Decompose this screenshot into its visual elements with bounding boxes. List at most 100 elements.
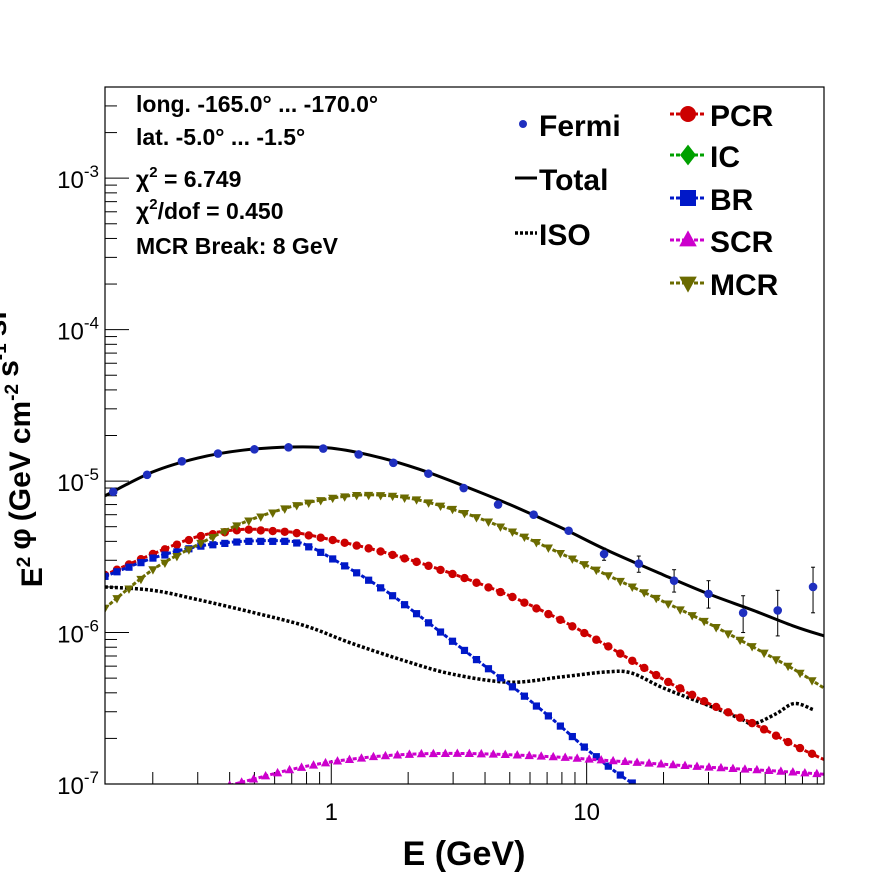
series-marker-br [568,732,576,741]
y-label-part: s [0,360,25,377]
series-scr [227,748,824,784]
series-marker-mcr [639,589,649,598]
series-marker-br [484,665,493,673]
series-marker-mcr [160,559,170,568]
legend-label: ISO [539,219,591,252]
series-marker-mcr [328,494,338,504]
legend: Fermi Total ISO PCR IC BR SCR MCR [515,100,779,302]
series-marker-scr [452,748,462,757]
y-tick-base: 10 [57,470,84,497]
fermi-point [424,469,433,478]
series-marker-pcr [424,561,433,571]
series-marker-mcr [196,539,206,549]
series-marker-scr [800,767,810,777]
y-tick-label: 10-7 [57,768,99,800]
series-marker-pcr [304,531,313,540]
series-marker-br [221,539,229,548]
series-marker-pcr [723,708,733,717]
series-marker-mcr [364,491,374,501]
series-marker-mcr [459,509,470,519]
series-pcr [105,525,824,761]
series-marker-mcr [699,617,709,627]
legend-symbol [680,144,696,166]
legend-entry-br: BR [670,184,754,217]
series-marker-mcr [483,518,494,527]
legend-entry-pcr: PCR [670,100,774,133]
series-marker-br [209,541,217,549]
series-marker-pcr [664,677,673,687]
series-marker-br [628,779,636,784]
series-marker-pcr [196,531,206,541]
series-marker-scr [284,764,295,774]
annotation-sup: 2 [149,196,157,213]
series-marker-mcr [567,555,577,564]
series-marker-br [161,551,169,559]
series-marker-pcr [795,743,805,753]
series-marker-br [508,683,517,691]
x-tick-label: 1 [325,799,338,826]
series-marker-pcr [532,604,541,613]
fermi-point [493,500,503,509]
annotation-line: χ2/dof = 0.450 [136,196,284,224]
series-marker-pcr [412,557,421,567]
series-marker-mcr [615,577,625,587]
legend-entry-total: Total [515,164,608,197]
series-marker-mcr [220,528,230,537]
y-label-part: E [16,567,49,587]
legend-symbol [680,190,696,206]
fermi-point [142,470,152,480]
legend-entry-mcr: MCR [670,269,779,302]
series-marker-pcr [699,696,709,706]
series-marker-br [233,538,241,546]
y-tick-label: 10-4 [57,314,99,346]
series-marker-br [149,554,157,562]
series-marker-scr [584,754,594,763]
y-tick-exp: -3 [84,162,99,181]
series-marker-mcr [136,575,146,585]
series-marker-pcr [616,649,625,658]
series-marker-scr [680,760,690,770]
legend-label: MCR [710,269,779,302]
series-marker-pcr [580,628,589,638]
y-tick-base: 10 [57,773,84,800]
series-marker-mcr [232,522,242,531]
series-marker-pcr [376,547,385,556]
y-tick-exp: -7 [84,768,99,787]
y-axis-label: E2φ(GeVcm-2s-1sr-1) [0,308,49,588]
series-marker-scr [248,774,259,783]
series-marker-pcr [652,670,661,680]
y-tick-label: 10-5 [57,465,99,497]
series-line-scr [229,751,824,784]
series-marker-mcr [316,497,326,506]
series-layer [105,445,824,784]
series-marker-pcr [735,713,745,722]
series-marker-mcr [651,594,661,604]
y-label-part: cm [4,401,37,444]
series-marker-pcr [508,592,517,602]
series-marker-pcr [759,725,769,734]
y-label-sup: -2 [2,384,23,401]
series-marker-scr [440,748,450,758]
series-marker-mcr [304,499,314,508]
series-marker-pcr [436,565,445,575]
y-label-part: sr [0,308,13,337]
series-marker-mcr [280,505,290,514]
y-label-sup: 2 [14,557,35,568]
fermi-points [108,443,818,637]
series-marker-br [580,743,588,751]
series-marker-mcr [172,552,182,562]
series-marker-mcr [627,583,637,592]
y-tick-base: 10 [57,167,84,194]
series-marker-mcr [531,539,542,548]
series-marker-br [592,753,600,761]
series-marker-pcr [807,749,817,759]
annotation-line: χ2 = 6.749 [136,164,241,192]
y-label-sup: -1 [0,343,11,360]
series-marker-br [377,584,385,592]
series-marker-pcr [484,583,493,592]
series-marker-scr [368,751,379,761]
series-marker-scr [536,751,546,760]
series-marker-br [293,539,301,547]
fermi-point [108,487,118,497]
series-marker-pcr [400,554,409,563]
